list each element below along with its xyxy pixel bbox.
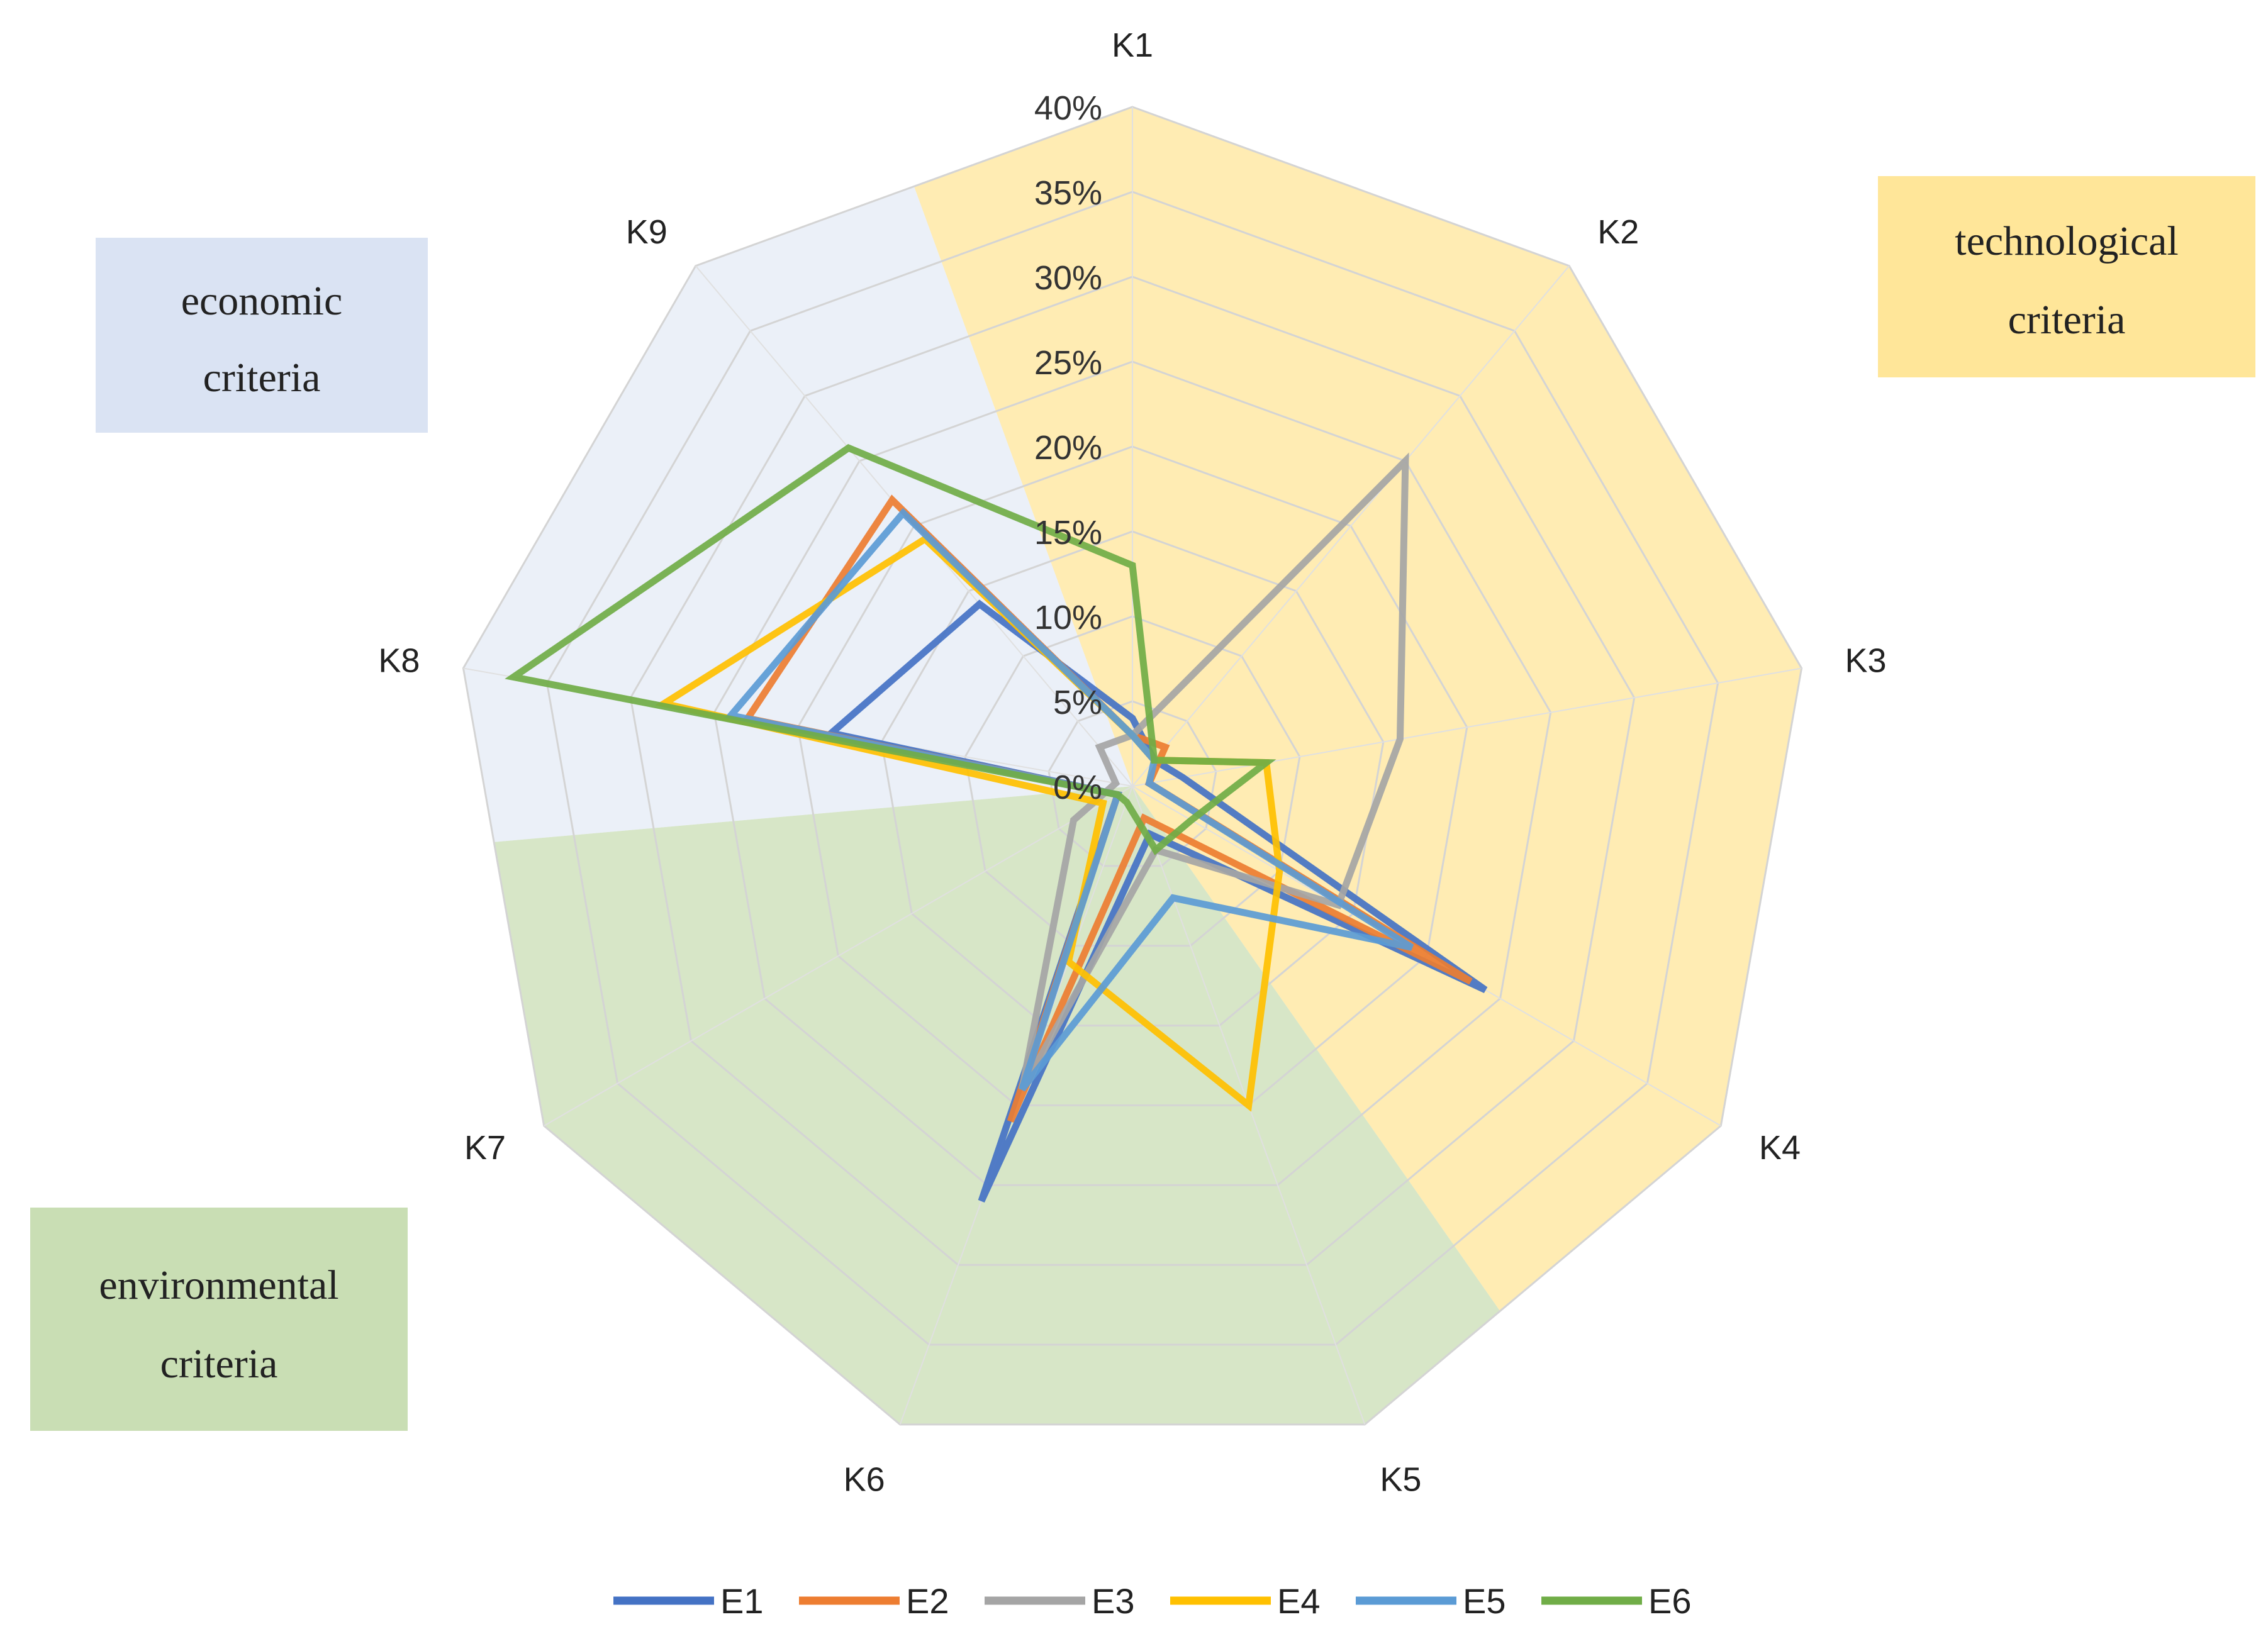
legend-label: E3: [1092, 1581, 1135, 1621]
tick-label: 0%: [1053, 769, 1102, 806]
legend-item-e6: E6: [1541, 1581, 1692, 1621]
legend-item-e2: E2: [799, 1581, 949, 1621]
legend-item-e5: E5: [1356, 1581, 1506, 1621]
tick-label: 30%: [1034, 259, 1102, 297]
axis-label-k1: K1: [1112, 26, 1153, 64]
grid-spoke: [1132, 667, 1802, 787]
legend-label: E6: [1648, 1581, 1692, 1621]
grid-ring: [880, 530, 1385, 1027]
grid-spoke: [544, 786, 1133, 1126]
economic-sector: [463, 107, 1132, 850]
environmental-criteria-box-bg: [30, 1208, 408, 1431]
axis-label-k3: K3: [1845, 642, 1887, 679]
grid-ring: [629, 275, 1636, 1266]
technological-criteria-line1: technological: [1955, 218, 2179, 264]
axis-labels: K1 K2 K3 K4 K5 K6 K7 K8 K9: [378, 26, 1886, 1499]
grid-ring: [796, 445, 1468, 1106]
series-e5-line: [724, 508, 1414, 1092]
tick-label: 40%: [1034, 89, 1102, 127]
environmental-criteria-line2: criteria: [160, 1341, 278, 1387]
axis-label-k8: K8: [378, 642, 420, 679]
legend-item-e1: E1: [613, 1581, 764, 1621]
tick-label: 10%: [1034, 599, 1102, 636]
environmental-criteria-box: environmental criteria: [30, 1208, 408, 1431]
series-e3-line: [1019, 452, 1409, 1091]
technological-criteria-line2: criteria: [2008, 297, 2126, 343]
economic-criteria-line1: economic: [181, 278, 343, 324]
axis-label-k7: K7: [464, 1129, 506, 1167]
grid-ring: [462, 106, 1803, 1426]
tick-label: 15%: [1034, 514, 1102, 552]
legend-label: E4: [1277, 1581, 1321, 1621]
tick-label: 25%: [1034, 344, 1102, 382]
environmental-criteria-line1: environmental: [99, 1262, 338, 1308]
axis-label-k2: K2: [1597, 213, 1639, 251]
series-e6-line: [505, 444, 1276, 855]
legend: E1 E2 E3 E4 E5 E6: [613, 1581, 1692, 1621]
axis-label-k4: K4: [1759, 1129, 1801, 1167]
legend-label: E5: [1463, 1581, 1506, 1621]
economic-criteria-box-bg: [96, 238, 428, 433]
tick-labels: 0% 5% 10% 15% 20% 25% 30% 35% 40%: [1034, 89, 1102, 806]
grid-ring: [545, 191, 1719, 1346]
tick-label: 35%: [1034, 174, 1102, 212]
legend-label: E1: [720, 1581, 764, 1621]
tick-label: 20%: [1034, 429, 1102, 467]
data-series: [505, 444, 1488, 1203]
axis-label-k5: K5: [1380, 1461, 1421, 1499]
economic-criteria-box: economic criteria: [96, 238, 428, 433]
legend-label: E2: [906, 1581, 949, 1621]
technological-criteria-box-bg: [1878, 176, 2255, 377]
grid-ring: [713, 360, 1552, 1186]
tick-label: 5%: [1053, 684, 1102, 721]
economic-criteria-line2: criteria: [203, 355, 321, 401]
axis-label-k9: K9: [626, 213, 668, 251]
axis-label-k6: K6: [844, 1461, 885, 1499]
legend-item-e3: E3: [985, 1581, 1135, 1621]
technological-criteria-box: technological criteria: [1878, 176, 2255, 377]
grid-spoke: [1132, 265, 1570, 787]
legend-item-e4: E4: [1170, 1581, 1321, 1621]
